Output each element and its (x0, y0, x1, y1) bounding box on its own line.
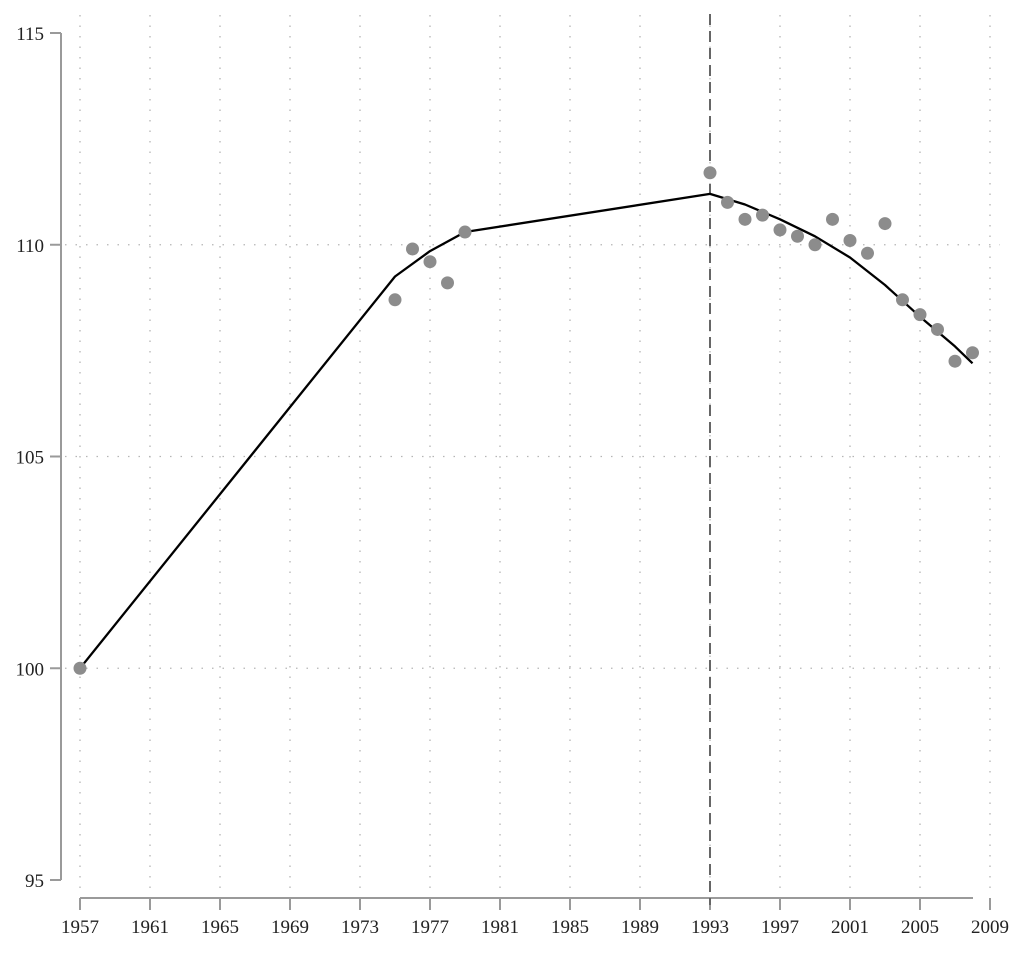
data-point (423, 255, 437, 269)
x-tick-label: 1993 (691, 917, 729, 938)
data-point (966, 346, 979, 360)
data-point (721, 195, 734, 209)
x-tick-label: 2005 (901, 917, 939, 938)
data-point (808, 238, 822, 252)
data-point (441, 276, 454, 290)
data-point (948, 354, 962, 368)
data-point (703, 166, 717, 180)
data-point (861, 246, 874, 260)
fitted-line-path (79, 192, 974, 670)
data-point (773, 223, 787, 237)
data-point (406, 242, 419, 256)
data-point (791, 229, 804, 243)
x-tick-label: 2001 (831, 917, 869, 938)
data-point (388, 293, 402, 307)
grid-lines (65, 15, 1000, 895)
y-tick-label: 105 (16, 448, 45, 469)
data-points (73, 166, 979, 675)
x-tick-label: 1973 (341, 917, 379, 938)
y-tick-label: 95 (25, 871, 44, 892)
x-tick-label: 1977 (411, 917, 449, 938)
x-tick-label: 1969 (271, 917, 309, 938)
data-point (738, 212, 752, 226)
x-tick-label: 1981 (481, 917, 519, 938)
x-tick-label: 1957 (61, 917, 99, 938)
x-tick-label: 1961 (131, 917, 169, 938)
x-tick-label: 1997 (761, 917, 799, 938)
x-tick-label: 2009 (971, 917, 1009, 938)
y-axis-tick-labels: 95 100 105 110 115 (16, 24, 45, 892)
y-tick-label: 115 (16, 24, 44, 45)
x-axis-tick-labels: 1957 1961 1965 1969 1973 1977 1981 1985 1989 1993… (61, 917, 1009, 938)
data-point (843, 234, 857, 248)
data-point (878, 217, 892, 231)
x-tick-label: 1965 (201, 917, 239, 938)
y-tick-label: 100 (16, 659, 45, 680)
y-tick-label: 110 (16, 236, 44, 257)
data-point (913, 308, 927, 322)
data-point (931, 322, 944, 336)
data-point (826, 212, 839, 226)
data-point (73, 661, 87, 675)
data-point (458, 225, 472, 239)
fitted-line (79, 192, 974, 670)
axes (50, 32, 991, 910)
data-point (896, 293, 909, 307)
x-tick-label: 1989 (621, 917, 659, 938)
data-point (756, 208, 769, 222)
x-tick-label: 1985 (551, 917, 589, 938)
